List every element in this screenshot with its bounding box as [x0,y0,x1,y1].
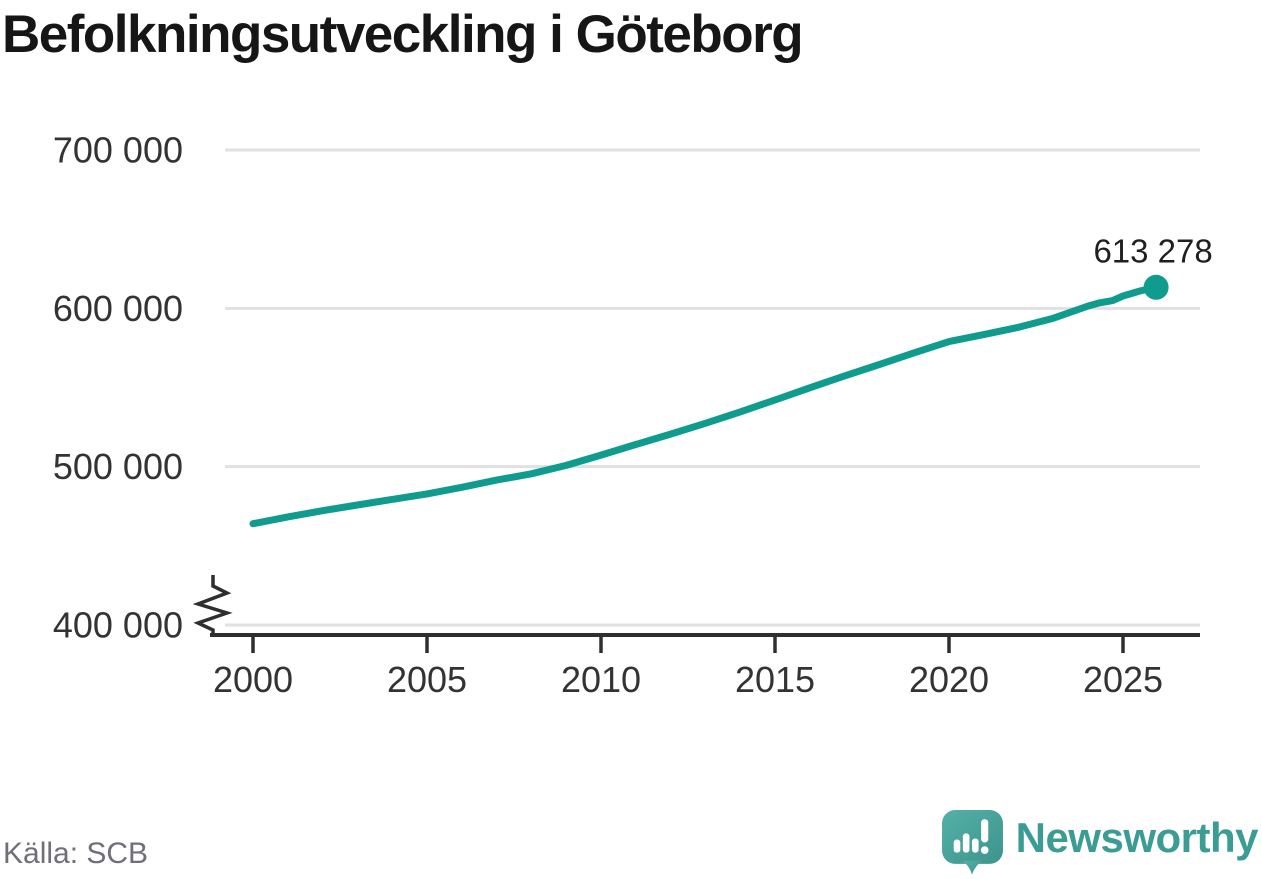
y-axis-break-icon [192,575,233,636]
y-tick-label: 400 000 [53,605,183,646]
newsworthy-logo[interactable]: Newsworthy [941,810,1259,875]
bar-chart-exclamation-glyph [953,819,989,854]
latest-value-label: 613 278 [1093,232,1212,269]
gridlines [225,148,1200,627]
x-tick-label: 2020 [909,659,989,700]
x-tick-label: 2015 [735,659,815,700]
data-series: 613 278 [249,232,1213,528]
x-tick-label: 2010 [561,659,641,700]
x-tick-label: 2005 [387,659,467,700]
latest-value-dot [1143,274,1169,300]
chart-title: Befolkningsutveckling i Göteborg [2,5,804,64]
y-axis-labels: 400 000 500 000 600 000 700 000 [53,130,183,646]
y-tick-label: 500 000 [53,446,183,487]
y-tick-label: 700 000 [53,130,183,171]
x-tick-label: 2000 [213,659,293,700]
population-line [249,283,1160,528]
y-tick-label: 600 000 [53,288,183,329]
axis-break-zigzag [192,575,233,636]
population-line-chart: 400 000 500 000 600 000 700 000 2000 2005 201… [53,130,1213,700]
x-axis: 2000 2005 2010 2015 2020 2025 [210,633,1200,700]
source-label: Källa: SCB [3,837,149,870]
x-tick-label: 2025 [1083,659,1163,700]
newsworthy-logo-text: Newsworthy [1015,813,1259,861]
newsworthy-logo-icon [941,810,1003,875]
